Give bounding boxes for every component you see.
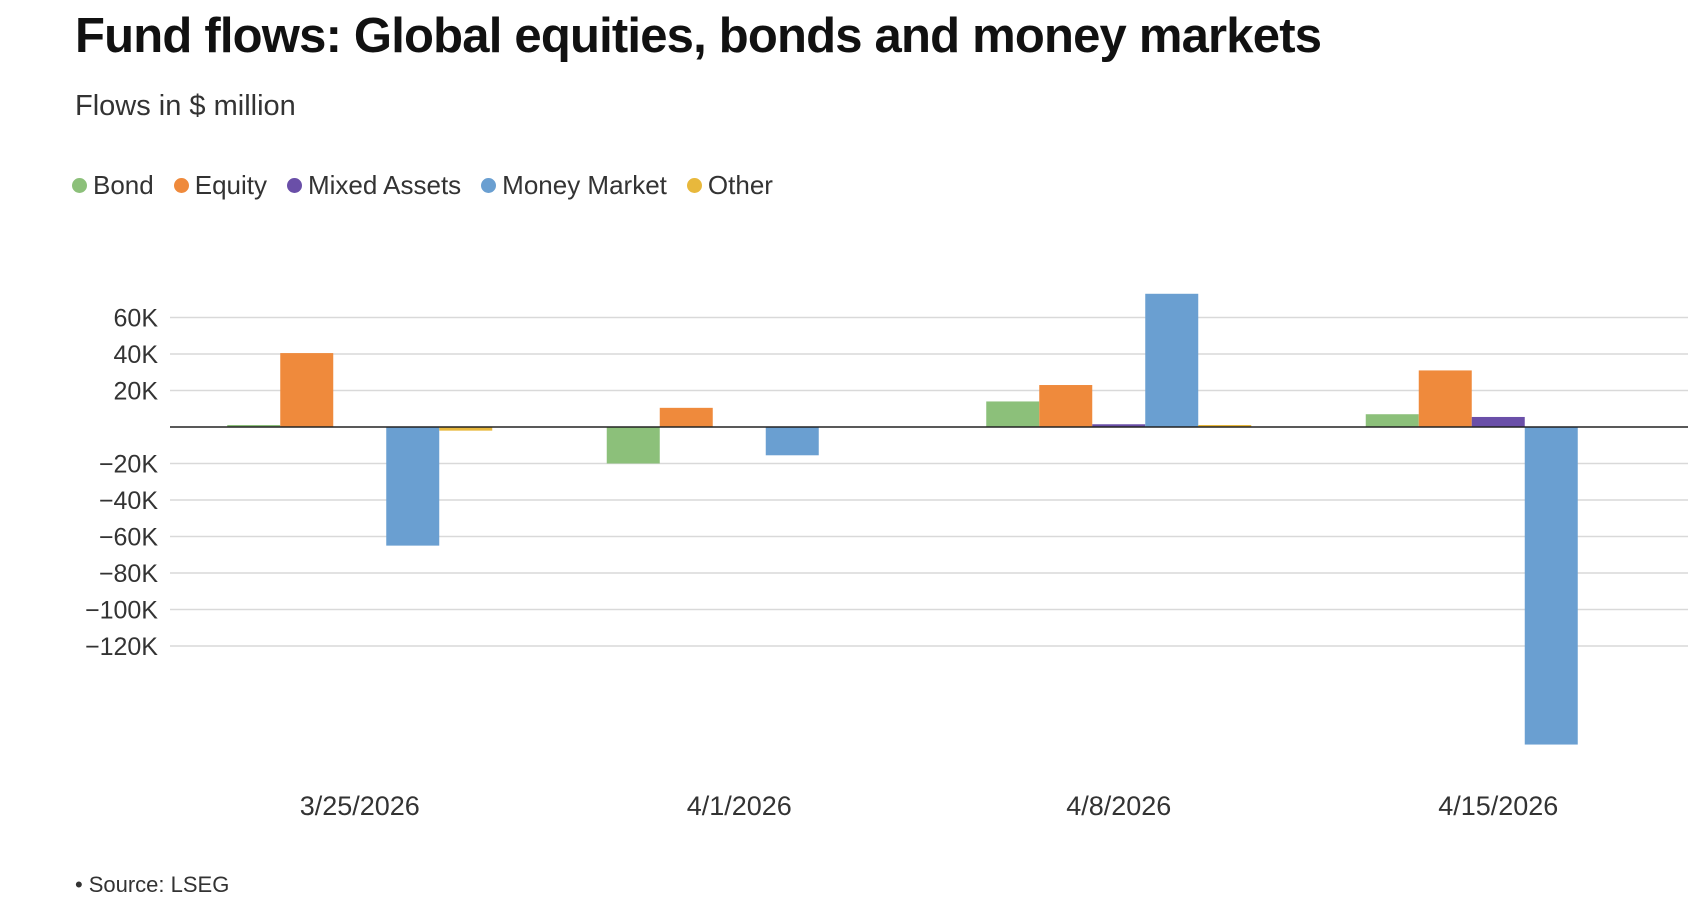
y-tick-label-60k: −60K: [99, 524, 158, 552]
y-axis-ticks: 60K 40K 20K −20K −40K −60K −80K −100K −120K: [85, 305, 158, 662]
bar-other-4-8-2026: [1198, 425, 1252, 427]
chart-title: Fund flows: Global equities, bonds and m…: [75, 9, 1322, 63]
legend-swatch-mixed-assets: [287, 178, 302, 193]
source-note: • Source: LSEG: [75, 872, 229, 898]
legend-item-mixed-assets: Mixed Assets: [287, 170, 461, 201]
bar-mixed-assets-4-8-2026: [1092, 424, 1146, 427]
x-tick-label-4-15-2026: 4/15/2026: [1438, 791, 1558, 821]
bar-equity-4-8-2026: [1039, 385, 1093, 427]
x-tick-label-4-1-2026: 4/1/2026: [687, 791, 792, 821]
y-tick-label-40k: 40K: [114, 341, 159, 369]
bar-mixed-assets-4-15-2026: [1471, 416, 1525, 427]
x-tick-label-4-8-2026: 4/8/2026: [1066, 791, 1171, 821]
y-tick-label-20k: −20K: [99, 451, 158, 479]
bar-bond-4-1-2026: [606, 427, 660, 464]
chart-legend: Bond Equity Mixed Assets Money Market Ot…: [72, 170, 773, 201]
bar-money-market-4-1-2026: [765, 427, 819, 456]
bars: [227, 293, 1578, 745]
bar-bond-4-8-2026: [986, 401, 1040, 427]
y-tick-label-40k: −40K: [99, 487, 158, 515]
y-tick-label-60k: 60K: [114, 305, 159, 333]
bar-money-market-4-8-2026: [1145, 293, 1199, 427]
bar-money-market-3-25-2026: [386, 427, 440, 546]
bar-money-market-4-15-2026: [1524, 427, 1578, 745]
bar-equity-4-1-2026: [659, 407, 713, 427]
x-axis-labels: 3/25/2026 4/1/2026 4/8/2026 4/15/2026: [300, 791, 1559, 821]
bar-bond-3-25-2026: [227, 425, 281, 427]
legend-swatch-equity: [173, 178, 189, 193]
legend-item-money-market: Money Market: [481, 170, 667, 201]
bar-equity-3-25-2026: [280, 353, 334, 427]
legend-label-equity: Equity: [194, 170, 267, 200]
legend-label-money-market: Money Market: [502, 170, 667, 200]
bar-bond-4-15-2026: [1365, 414, 1419, 427]
legend-swatch-other: [686, 178, 702, 193]
y-tick-label-80k: −80K: [99, 560, 158, 588]
source-text: Source: LSEG: [88, 872, 230, 897]
bar-equity-4-15-2026: [1418, 370, 1472, 427]
legend-item-equity: Equity: [173, 170, 267, 201]
y-tick-label-120k: −120K: [85, 633, 158, 661]
legend-label-mixed-assets: Mixed Assets: [308, 170, 462, 200]
bar-other-3-25-2026: [439, 427, 493, 431]
x-tick-label-3-25-2026: 3/25/2026: [300, 791, 420, 821]
legend-item-bond: Bond: [72, 170, 154, 201]
chart-subtitle: Flows in $ million: [75, 90, 296, 122]
legend-label-bond: Bond: [93, 170, 154, 200]
legend-swatch-money-market: [481, 178, 497, 193]
legend-swatch-bond: [72, 178, 87, 193]
legend-label-other: Other: [707, 170, 773, 200]
legend-item-other: Other: [686, 170, 773, 201]
source-bullet: •: [75, 872, 83, 897]
y-tick-label-20k: 20K: [114, 378, 159, 406]
y-tick-label-100k: −100K: [85, 597, 158, 625]
